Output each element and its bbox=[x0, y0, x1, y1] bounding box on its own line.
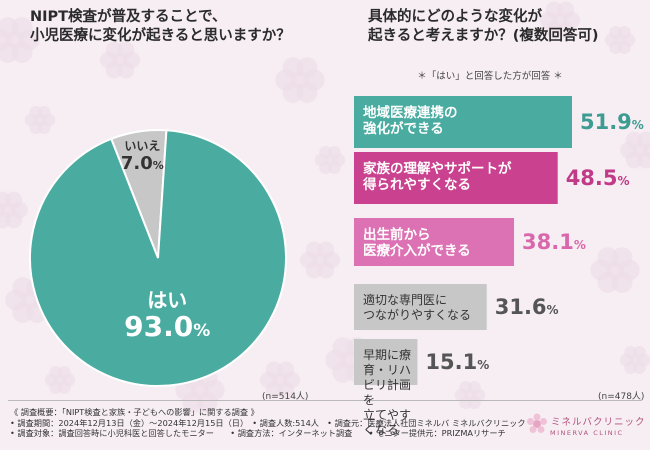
pie-label-yes-category: はい bbox=[147, 288, 188, 313]
background-flower bbox=[540, 1, 580, 39]
bar-category-label: 早期に療育・リハビリ計画を 立てやすくなる bbox=[363, 348, 412, 437]
bar-3 bbox=[354, 218, 515, 266]
background-flower bbox=[44, 365, 76, 395]
bar-2 bbox=[354, 152, 558, 204]
footer-line: 《 調査概要：「NIPT検査と家族・子どもへの影響」に関する調査 》 bbox=[10, 407, 259, 417]
pie-chart bbox=[29, 129, 287, 387]
q2-title: 具体的にどのような変化が 起きると考えますか？(複数回答可) bbox=[368, 9, 599, 44]
bar-value-label: 38.1% bbox=[522, 230, 586, 254]
bar-4 bbox=[354, 284, 487, 330]
survey-footer: 《 調査概要：「NIPT検査と家族・子どもへの影響」に関する調査 》 • 調査期… bbox=[10, 407, 526, 439]
background-flower bbox=[314, 145, 346, 175]
bar-category-label: 出生前から 医療介入ができる bbox=[363, 227, 471, 259]
bar-5 bbox=[354, 339, 418, 385]
background-flower bbox=[620, 131, 650, 169]
q2-respondent-note: ＊「はい」と回答した方が回答 ＊ bbox=[417, 71, 563, 82]
clinic-logo-subtitle: MINERVA CLINIC bbox=[550, 429, 624, 437]
bar-value-label: 51.9% bbox=[579, 110, 644, 134]
bar-value-label: 31.6% bbox=[494, 295, 559, 319]
background-flower bbox=[300, 241, 340, 279]
background-flower bbox=[604, 25, 636, 55]
pie-label-yes-value: 93.0% bbox=[124, 310, 211, 344]
bar-chart bbox=[354, 96, 572, 385]
background-flower bbox=[24, 105, 56, 135]
bar-category-label: 適切な専門医に つながりやすくなる bbox=[363, 293, 472, 322]
background-flower bbox=[590, 247, 640, 293]
bar-category-label: 地域医療連携の 強化ができる bbox=[363, 105, 458, 137]
background-flower bbox=[275, 57, 325, 103]
pie-label-no-value: 7.0% bbox=[120, 153, 164, 175]
background-flower bbox=[0, 191, 28, 229]
background-flower bbox=[0, 17, 40, 63]
bar-category-label: 家族の理解やサポートが 得られやすくなる bbox=[363, 161, 512, 193]
logo-flower-icon bbox=[527, 413, 547, 433]
background-flower bbox=[100, 41, 140, 79]
background-flower bbox=[260, 361, 300, 399]
bar-value-label: 48.5% bbox=[565, 166, 630, 190]
q2-sample-size: (n=478人) bbox=[598, 392, 645, 402]
pie-label-no: いいえ 7.0% bbox=[82, 139, 202, 176]
bar-value-label: 15.1% bbox=[425, 350, 490, 374]
clinic-logo-name: ミネルバクリニック bbox=[551, 417, 646, 428]
pie-label-no-category: いいえ bbox=[124, 139, 161, 154]
q1-title: NIPT検査が普及することで、 小児医療に変化が起きると思いますか？ bbox=[30, 9, 291, 44]
background-flower bbox=[619, 345, 650, 375]
q1-sample-size: (n=514人) bbox=[262, 392, 309, 402]
footer-line: • 調査期間：2024年12月13日（金）～2024年12月15日（日） • 調… bbox=[10, 417, 526, 428]
footer-line: • 調査対象：調査回答時に小児科医と回答したモニター • 調査方法：インターネッ… bbox=[10, 428, 506, 439]
footer-divider bbox=[8, 400, 642, 401]
pie-label-yes: はい 93.0% bbox=[107, 289, 227, 346]
pie-slice-yes bbox=[29, 129, 287, 387]
background-flower bbox=[454, 380, 486, 410]
bar-1 bbox=[354, 96, 572, 148]
